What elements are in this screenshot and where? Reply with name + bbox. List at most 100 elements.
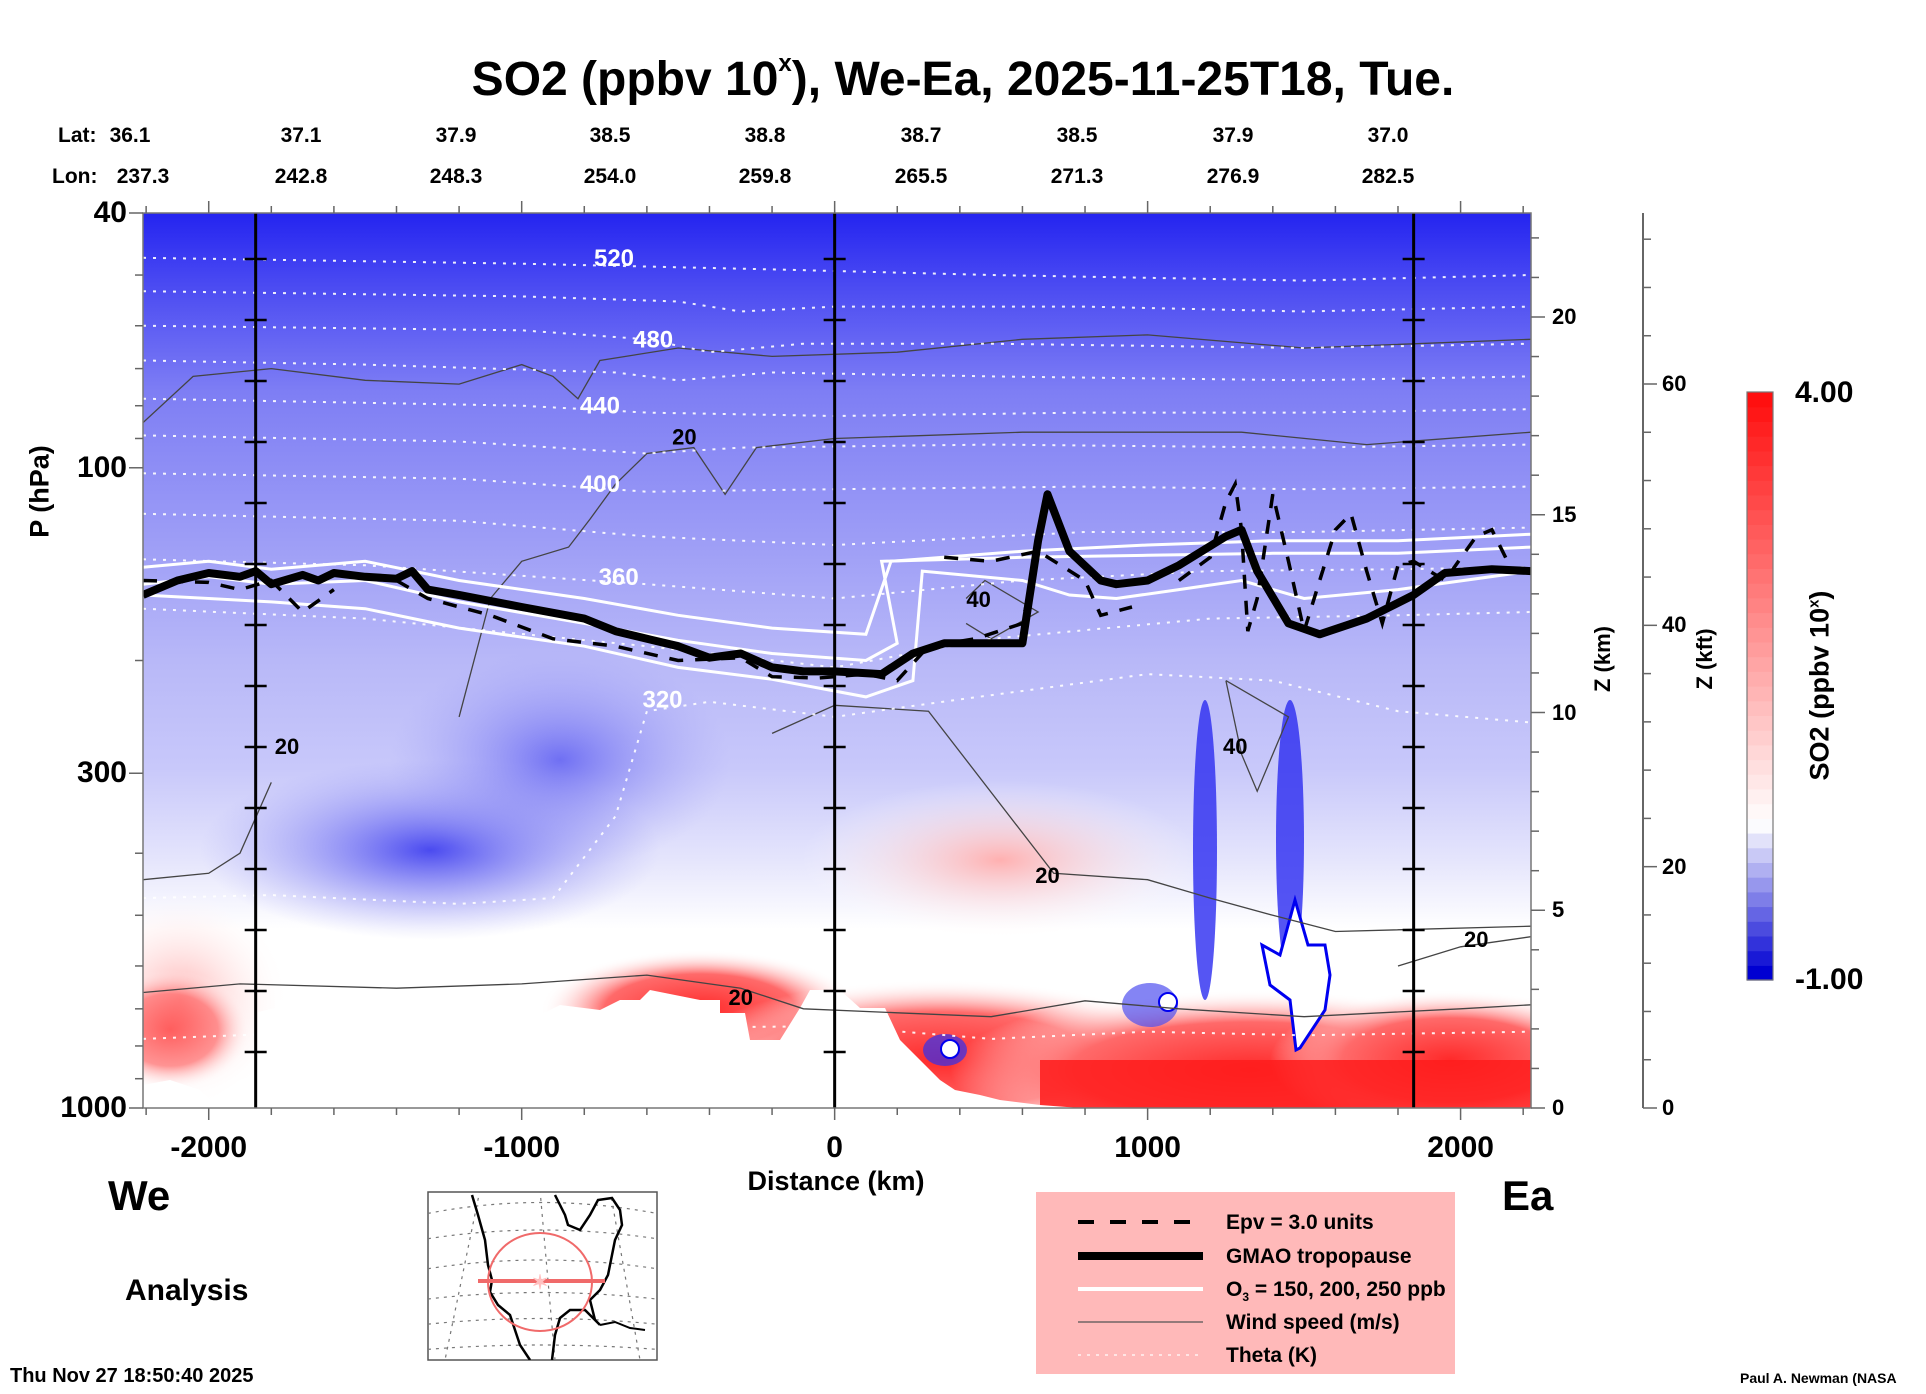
so2-field: 20 20 40 20 20 20 40 520 480 440 400 360 320	[143, 213, 1531, 1108]
lat-value: 37.9	[1212, 124, 1254, 147]
colorbar-title: SO2 (ppbv 10x)	[1804, 590, 1835, 781]
colorbar-segment	[1747, 421, 1773, 437]
colorbar-segment	[1747, 950, 1773, 966]
map-coastline-east	[550, 1194, 624, 1360]
x-tick-label: 1000	[1114, 1131, 1181, 1164]
x-tick-label: 2000	[1427, 1131, 1494, 1164]
wind-contour-label: 20	[672, 425, 696, 450]
wind-contour-label: 20	[1464, 927, 1488, 952]
colorbar-segment	[1747, 656, 1773, 672]
z-kft-tick-label: 40	[1662, 612, 1687, 638]
legend-text-ozone: O3 = 150, 200, 250 ppb	[1226, 1278, 1446, 1304]
lon-value: 237.3	[116, 165, 170, 188]
so2-red-west	[143, 970, 250, 1090]
legend-ozone-post: = 150, 200, 250 ppb	[1249, 1278, 1446, 1301]
epv-contour-2	[944, 549, 1133, 618]
theta-contour-label-440: 440	[580, 393, 620, 420]
legend-swatch-wind	[1078, 1321, 1203, 1323]
so2-pink-region	[800, 780, 1200, 940]
so2-hole-white	[1259, 894, 1332, 1053]
tropopause-line	[143, 490, 1531, 679]
colorbar-segment	[1747, 730, 1773, 746]
ozone-contour-0	[143, 532, 1531, 636]
lat-value: 37.0	[1367, 124, 1409, 147]
legend-ozone-pre: O	[1226, 1278, 1243, 1301]
lon-value: 248.3	[429, 165, 483, 188]
z-km-tick-label: 5	[1552, 897, 1565, 923]
west-label: We	[108, 1172, 171, 1219]
legend-text-wind: Wind speed (m/s)	[1226, 1311, 1400, 1334]
terrain-mask	[258, 990, 1080, 1108]
lon-label: Lon:	[52, 165, 98, 188]
colorbar-segment	[1747, 671, 1773, 687]
chart-title: SO2 (ppbv 10x), We-Ea, 2025-11-25T18, Tu…	[0, 50, 1926, 107]
legend-swatch-tropopause	[1078, 1252, 1203, 1260]
z-kft-axis-title: Z (kft)	[1692, 628, 1717, 690]
colorbar-segment	[1747, 700, 1773, 716]
map-caribbean	[599, 1320, 646, 1331]
colorbar-segment	[1747, 686, 1773, 702]
lat-value: 38.7	[900, 124, 942, 147]
colorbar-segment	[1747, 965, 1773, 981]
colorbar-segment	[1747, 935, 1773, 952]
legend-text-theta: Theta (K)	[1226, 1344, 1317, 1367]
map-inset: ✶	[427, 1191, 658, 1361]
analysis-label: Analysis	[125, 1274, 249, 1307]
colorbar	[1746, 391, 1774, 981]
colorbar-min-label: -1.00	[1795, 963, 1864, 996]
so2-hole-small-1	[940, 1039, 960, 1059]
legend-item-epv: Epv = 3.0 units	[1036, 1207, 1455, 1237]
lon-value: 271.3	[1050, 165, 1104, 188]
colorbar-segment	[1747, 450, 1773, 467]
colorbar-segment	[1747, 406, 1773, 422]
colorbar-segment	[1747, 906, 1773, 922]
legend-swatch-theta	[1078, 1354, 1203, 1356]
colorbar-segment	[1747, 877, 1773, 893]
wind-contour-7	[1225, 680, 1290, 793]
legend-item-wind: Wind speed (m/s)	[1036, 1307, 1455, 1337]
wind-contour-6	[143, 974, 1531, 1018]
timestamp: Thu Nov 27 18:50:40 2025	[10, 1365, 254, 1387]
z-km-axis-title: Z (km)	[1590, 626, 1615, 692]
colorbar-segment	[1747, 612, 1773, 628]
terrain-mask-west	[143, 1075, 258, 1108]
lat-value: 37.9	[435, 124, 477, 147]
colorbar-max-label: 4.00	[1795, 376, 1854, 409]
colorbar-segment	[1747, 803, 1773, 819]
colorbar-segment	[1747, 744, 1773, 761]
z-km-tick-label: 10	[1552, 699, 1577, 725]
so2-hole-small-2	[1158, 992, 1178, 1012]
colorbar-segment	[1747, 597, 1773, 614]
lat-value: 38.5	[589, 124, 631, 147]
lon-value: 265.5	[894, 165, 948, 188]
wind-contour-label: 20	[729, 985, 753, 1010]
colorbar-segment	[1747, 818, 1773, 834]
title-rest: ), We-Ea, 2025-11-25T18, Tue.	[791, 53, 1455, 106]
map-graticule	[428, 1192, 657, 1360]
colorbar-segment	[1747, 641, 1773, 658]
colorbar-segment	[1747, 833, 1773, 849]
lat-value: 38.5	[1056, 124, 1098, 147]
lon-value: 276.9	[1206, 165, 1260, 188]
ozone-contour-2	[143, 569, 1531, 699]
section-markers	[244, 213, 1425, 1108]
theta-contour-460	[143, 359, 1531, 382]
so2-red-surface	[1040, 1060, 1531, 1108]
author-credit: Paul A. Newman (NASA	[1740, 1370, 1897, 1386]
colorbar-segment	[1747, 627, 1773, 643]
lat-label: Lat:	[58, 124, 97, 147]
map-frame	[427, 1191, 658, 1361]
x-tick-label: -2000	[170, 1131, 248, 1164]
y-tick-label: 1000	[60, 1091, 127, 1124]
colorbar-segment	[1747, 759, 1773, 775]
legend: Epv = 3.0 units GMAO tropopause O3 = 150…	[1036, 1192, 1455, 1374]
colorbar-segment	[1747, 583, 1773, 599]
colorbar-segment	[1747, 788, 1773, 805]
lat-value: 36.1	[109, 124, 151, 147]
lon-value: 242.8	[274, 165, 328, 188]
wind-contour-4	[771, 704, 1531, 933]
east-label: Ea	[1502, 1172, 1554, 1219]
wind-contour-0	[143, 334, 1531, 424]
legend-item-tropopause: GMAO tropopause	[1036, 1241, 1455, 1271]
colorbar-segment	[1747, 553, 1773, 569]
